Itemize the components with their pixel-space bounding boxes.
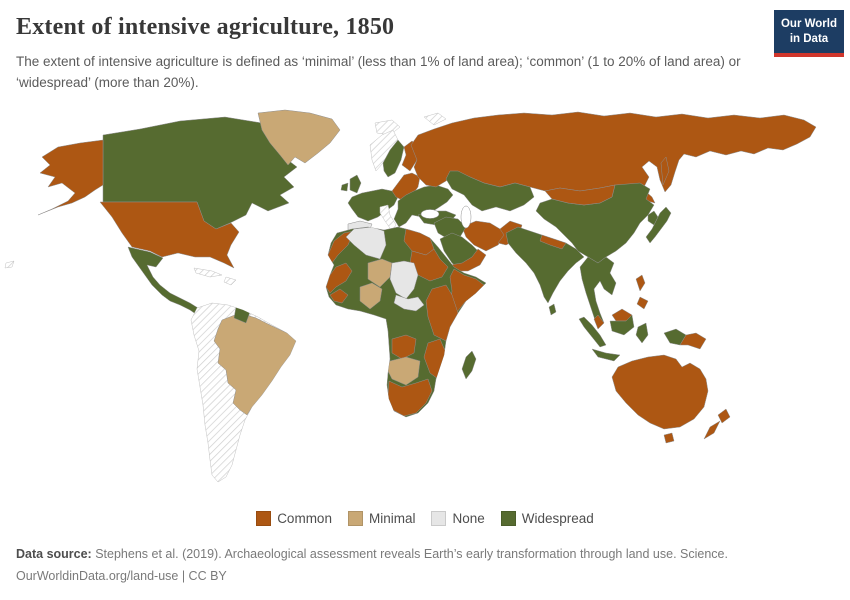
map-region-sakhalin[interactable] <box>660 156 670 186</box>
legend-item-widespread[interactable]: Widespread <box>500 511 594 526</box>
map-region-pacific-islet[interactable] <box>4 260 15 269</box>
data-source-text: Stephens et al. (2019). Archaeological a… <box>91 547 728 561</box>
map-region-western-europe[interactable] <box>347 188 399 222</box>
map-region-tasmania[interactable] <box>663 432 675 444</box>
map-container <box>0 105 850 505</box>
owid-logo-accent-bar <box>774 52 844 57</box>
map-region-angola[interactable] <box>391 334 417 360</box>
map-region-sri-lanka[interactable] <box>548 303 557 316</box>
map-region-svalbard[interactable] <box>423 112 447 126</box>
map-region-united-states[interactable] <box>99 201 240 269</box>
owid-url-link[interactable]: OurWorldinData.org/land-use | CC BY <box>16 568 227 583</box>
map-region-java[interactable] <box>591 348 621 362</box>
map-region-chad[interactable] <box>389 260 419 300</box>
map-region-brazil[interactable] <box>213 312 296 416</box>
map-region-central-african-republic[interactable] <box>393 294 425 312</box>
map-region-italy[interactable] <box>379 204 397 232</box>
legend-item-none[interactable]: None <box>431 511 485 526</box>
map-region-sulawesi[interactable] <box>635 322 649 344</box>
map-region-west-africa-coast[interactable] <box>329 288 349 304</box>
map-region-eastern-europe[interactable] <box>391 172 421 202</box>
map-legend: Common Minimal None Widespread <box>0 511 850 526</box>
legend-label-widespread: Widespread <box>521 511 594 526</box>
map-region-nigeria[interactable] <box>359 282 383 310</box>
map-region-black-sea <box>420 209 440 219</box>
legend-swatch-widespread <box>500 511 516 526</box>
map-region-levant-iraq[interactable] <box>433 216 467 240</box>
map-region-hispaniola[interactable] <box>223 276 237 286</box>
legend-label-minimal: Minimal <box>368 511 416 526</box>
map-region-indochina[interactable] <box>579 256 617 330</box>
map-regions-layer <box>4 109 817 483</box>
map-region-new-guinea-east[interactable] <box>679 332 707 350</box>
map-region-ireland[interactable] <box>340 182 349 192</box>
owid-logo-line2: in Data <box>789 32 829 45</box>
map-region-nepal[interactable] <box>539 234 567 250</box>
owid-logo-text: Our World in Data <box>774 10 844 53</box>
map-region-somalia-horn[interactable] <box>449 268 485 313</box>
map-region-sweden[interactable] <box>382 139 405 178</box>
chart-subtitle: The extent of intensive agriculture is d… <box>16 54 741 90</box>
map-region-mexico-central-america[interactable] <box>127 246 207 318</box>
map-region-cuba[interactable] <box>193 267 223 278</box>
legend-swatch-minimal <box>347 511 363 526</box>
map-region-united-kingdom[interactable] <box>349 174 362 194</box>
map-region-mauritania-senegal[interactable] <box>326 262 353 294</box>
map-region-africa-base[interactable] <box>325 226 487 418</box>
map-region-borneo-indonesia[interactable] <box>609 314 635 336</box>
map-region-caspian-sea <box>460 205 472 229</box>
data-source-label: Data source: <box>16 547 92 561</box>
map-region-japan[interactable] <box>645 206 672 244</box>
map-region-kazakhstan-central-asia[interactable] <box>445 170 535 212</box>
legend-label-none: None <box>452 511 485 526</box>
legend-item-minimal[interactable]: Minimal <box>347 511 416 526</box>
map-region-mongolia[interactable] <box>544 184 616 206</box>
map-region-philippines[interactable] <box>635 274 649 310</box>
map-region-malaysia-peninsula[interactable] <box>593 314 605 330</box>
owid-logo[interactable]: Our World in Data <box>774 10 844 57</box>
map-region-new-zealand-south[interactable] <box>703 420 721 440</box>
map-region-australia[interactable] <box>611 354 709 430</box>
chart-footer: Data source: Stephens et al. (2019). Arc… <box>16 544 834 588</box>
data-source-line: Data source: Stephens et al. (2019). Arc… <box>16 544 834 566</box>
world-map[interactable] <box>0 105 850 505</box>
map-region-alaska[interactable] <box>37 139 104 216</box>
legend-item-common[interactable]: Common <box>256 511 332 526</box>
legend-swatch-common <box>256 511 272 526</box>
owid-logo-line1: Our World <box>780 18 837 30</box>
legend-swatch-none <box>431 511 447 526</box>
map-region-kenya-tanzania[interactable] <box>425 284 459 342</box>
map-region-new-zealand-north[interactable] <box>717 408 731 424</box>
map-region-ukraine-balkans[interactable] <box>393 184 454 228</box>
legend-label-common: Common <box>277 511 332 526</box>
map-region-sumatra[interactable] <box>578 316 607 348</box>
map-region-madagascar[interactable] <box>461 350 477 380</box>
map-region-south-africa[interactable] <box>387 378 433 417</box>
page-title: Extent of intensive agriculture, 1850 <box>16 14 395 40</box>
map-region-greenland[interactable] <box>257 109 341 166</box>
